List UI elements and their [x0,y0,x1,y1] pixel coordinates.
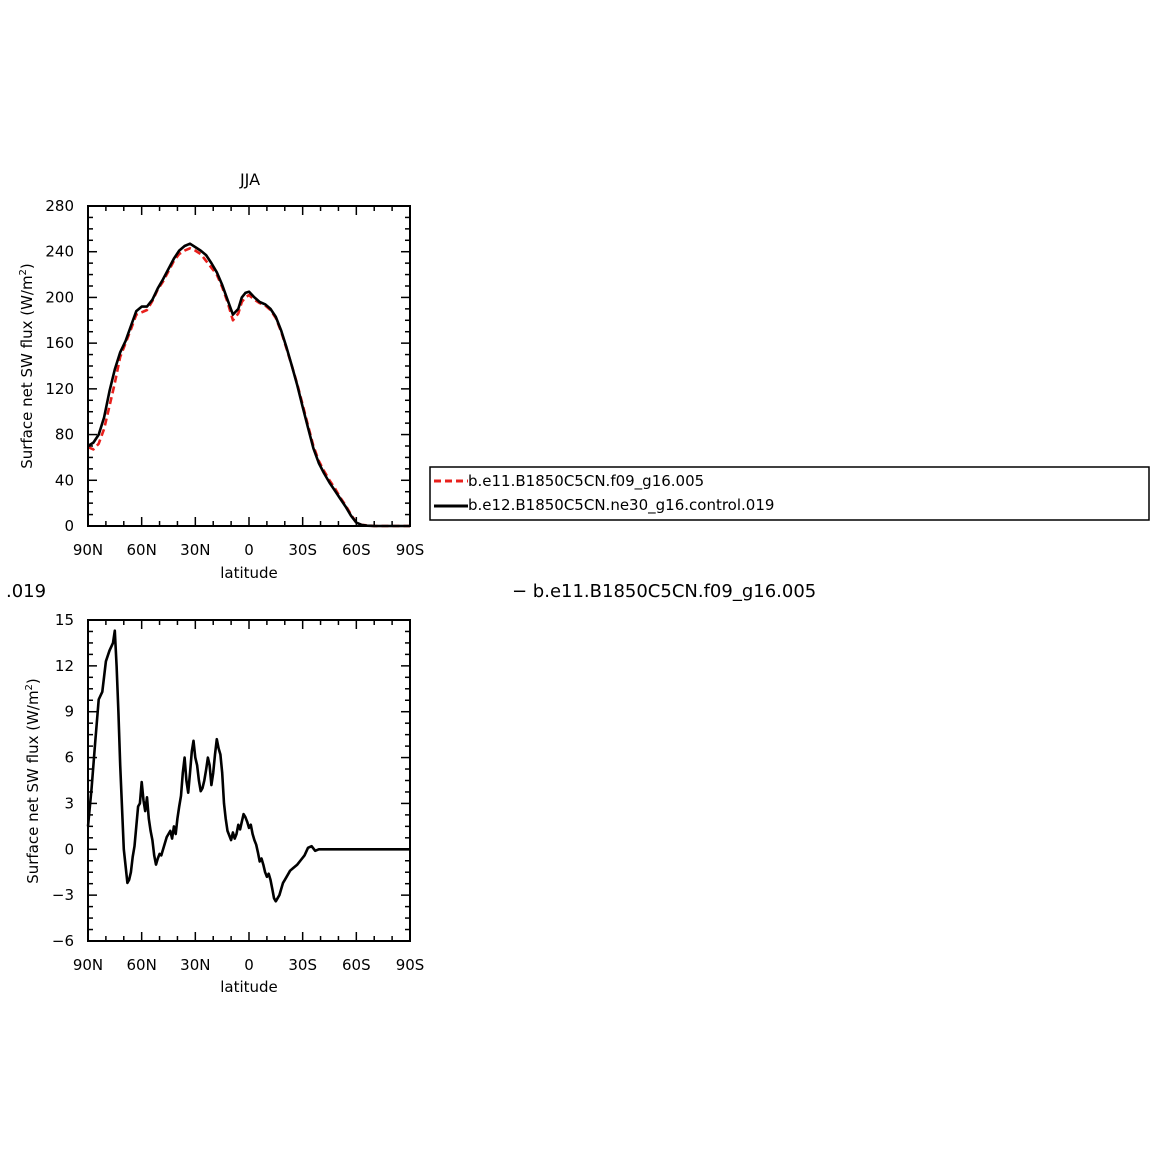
bottom-ytick-label: 0 [64,840,74,858]
bottom-ytick-label: 15 [55,611,74,629]
top-plot-frame [87,205,411,527]
bottom-plot-frame [87,619,411,942]
bottom-xtick-label: 60S [342,956,371,974]
top-panel-axes: 90N 60N 30N 0 30S 60S 90S 0 40 80 120 160 200 240 280 [45,197,424,559]
bottom-xtick-label: 90S [396,956,425,974]
top-ytick-label: 0 [64,517,74,535]
top-panel-ylabel: Surface net SW flux (W/m2) [18,263,36,469]
top-panel-series-group [87,242,410,528]
top-ytick-label: 280 [45,197,74,215]
top-ytick-label: 200 [45,288,74,306]
bottom-xtick-label: 60N [127,956,157,974]
bottom-panel-ylabel: Surface net SW flux (W/m2) [24,678,42,884]
legend-box [429,466,1150,521]
top-ytick-label: 120 [45,380,74,398]
legend: b.e11.B1850C5CN.f09_g16.005 b.e12.B1850C… [429,466,1150,521]
top-panel: JJA 90N 60N 30N 0 30S 60S 90S 0 40 80 120 160 200 240… [18,170,424,582]
top-xtick-label: 60N [127,541,157,559]
top-xtick-label: 90N [73,541,103,559]
bottom-xtick-label: 30S [288,956,317,974]
top-ytick-label: 160 [45,334,74,352]
bottom-ytick-label: 3 [64,794,74,812]
top-xtick-label: 0 [244,541,254,559]
top-xtick-label: 30S [288,541,317,559]
top-panel-title: JJA [239,170,260,189]
top-ytick-label: 80 [55,426,74,444]
bottom-ytick-label: −6 [52,932,74,950]
bottom-panel-xlabel: latitude [220,978,278,996]
bottom-xtick-label: 30N [180,956,210,974]
top-panel-xlabel: latitude [220,564,278,582]
legend-entry-1: b.e11.B1850C5CN.f09_g16.005 [468,472,704,491]
bottom-panel-series-group [86,629,410,903]
bottom-panel-title-partial: .019 [6,581,46,602]
top-xtick-label: 30N [180,541,210,559]
bottom-ytick-label: 6 [64,749,74,767]
bottom-xtick-label: 90N [73,956,103,974]
bottom-panel-axes: 90N 60N 30N 0 30S 60S 90S −6 −3 0 3 6 9 12 15 [52,611,424,974]
bottom-xtick-label: 0 [244,956,254,974]
bottom-panel-legend-partial: − b.e11.B1850C5CN.f09_g16.005 [512,581,816,602]
bottom-series-line-1 [86,629,410,903]
bottom-ytick-label: 12 [55,657,74,675]
bottom-panel: .019 − b.e11.B1850C5CN.f09_g16.005 90N 60… [6,581,816,996]
top-xtick-label: 60S [342,541,371,559]
bottom-ytick-label: 9 [64,703,74,721]
top-series-line-2 [87,242,410,528]
top-series-line-1 [87,247,410,528]
legend-entry-2: b.e12.B1850C5CN.ne30_g16.control.019 [468,496,774,515]
top-ytick-label: 40 [55,471,74,489]
bottom-ytick-label: −3 [52,886,74,904]
top-xtick-label: 90S [396,541,425,559]
top-ytick-label: 240 [45,243,74,261]
